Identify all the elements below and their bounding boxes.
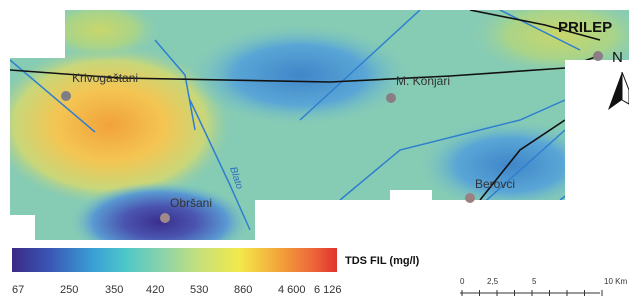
legend-label: 420 [146, 284, 164, 296]
legend-label: 6 126 [314, 284, 342, 296]
scale-label: 5 [532, 277, 537, 286]
place-label: Obršani [170, 196, 212, 210]
place-marker [160, 213, 170, 223]
place-label: Krivogaštani [72, 71, 138, 85]
place-marker [386, 93, 396, 103]
tds-map [0, 0, 629, 262]
scale-label: 10 Km [604, 277, 627, 286]
scale-bar: 0 2,5 5 10 Km [460, 277, 627, 296]
map-figure: Krivogaštani M. Konjari Obršani Berovci … [0, 0, 629, 299]
legend-label: 350 [105, 284, 123, 296]
legend: TDS FIL (mg/l) 67 250 350 420 530 860 4 600 6 1… [12, 248, 420, 296]
place-marker [61, 91, 71, 101]
legend-colorbar [12, 248, 337, 272]
place-marker [593, 51, 603, 61]
legend-label: 530 [190, 284, 208, 296]
city-label: PRILEP [558, 19, 612, 36]
legend-label: 67 [12, 284, 24, 296]
north-label: N [612, 49, 623, 66]
legend-label: 250 [60, 284, 78, 296]
scale-label: 2,5 [487, 277, 499, 286]
place-label: M. Konjari [396, 74, 450, 88]
legend-label: 860 [234, 284, 252, 296]
place-label: Berovci [475, 177, 515, 191]
legend-label: 4 600 [278, 284, 306, 296]
scale-label: 0 [460, 277, 465, 286]
legend-title: TDS FIL (mg/l) [345, 255, 420, 267]
place-marker [465, 193, 475, 203]
